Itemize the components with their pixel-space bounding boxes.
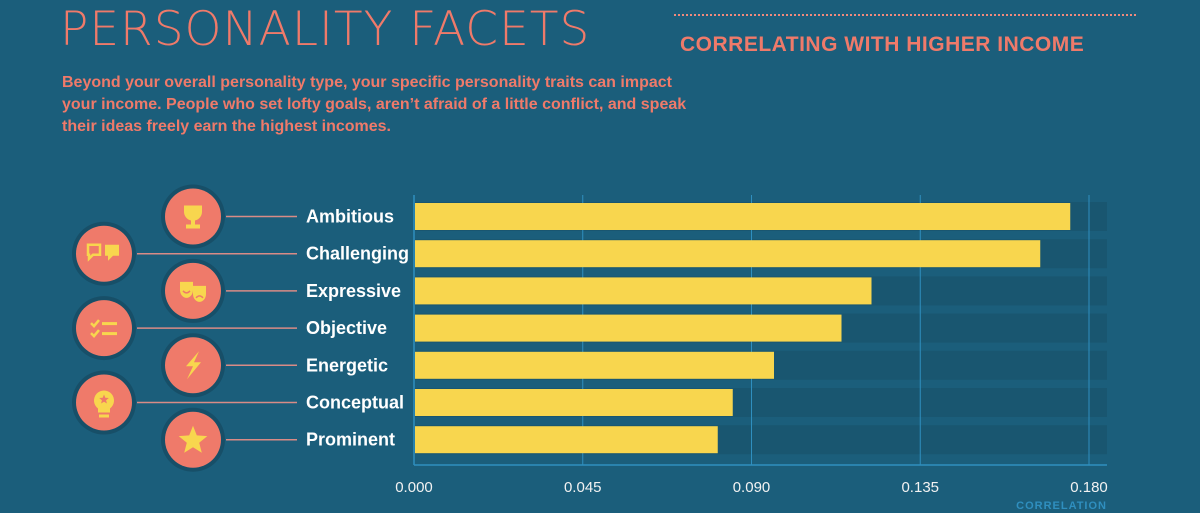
category-label: Objective — [306, 318, 387, 338]
category-label: Expressive — [306, 281, 401, 301]
lightning-icon — [161, 333, 225, 398]
bar-objective — [415, 314, 842, 342]
star-icon — [161, 407, 225, 472]
speech-bubbles-icon — [72, 221, 136, 286]
theater-masks-icon — [161, 258, 225, 323]
bar-energetic — [415, 351, 774, 379]
category-label: Conceptual — [306, 393, 404, 413]
bar-challenging — [415, 240, 1041, 268]
bar-ambitious — [415, 203, 1071, 230]
x-tick-label: 0.000 — [395, 479, 433, 496]
category-label: Challenging — [306, 244, 409, 264]
dotted-divider — [674, 14, 1136, 16]
x-tick-label: 0.180 — [1070, 479, 1108, 496]
description-text: Beyond your overall personality type, yo… — [62, 74, 687, 135]
bar-conceptual — [415, 389, 733, 416]
x-tick-label: 0.135 — [901, 479, 939, 496]
x-tick-label: 0.090 — [733, 479, 771, 496]
page-subtitle: CORRELATING WITH HIGHER INCOME — [680, 33, 1085, 56]
category-label: Energetic — [306, 355, 388, 375]
lightbulb-icon — [72, 370, 136, 435]
bar-prominent — [415, 426, 718, 454]
x-axis-label: CORRELATION — [1016, 500, 1107, 512]
bar-expressive — [415, 277, 872, 305]
category-label: Prominent — [306, 430, 395, 450]
checklist-icon — [72, 296, 136, 361]
trophy-icon — [161, 184, 225, 249]
category-label: Ambitious — [306, 207, 394, 227]
page-title: PERSONALITY FACETS — [60, 2, 591, 57]
x-tick-label: 0.045 — [564, 479, 602, 496]
